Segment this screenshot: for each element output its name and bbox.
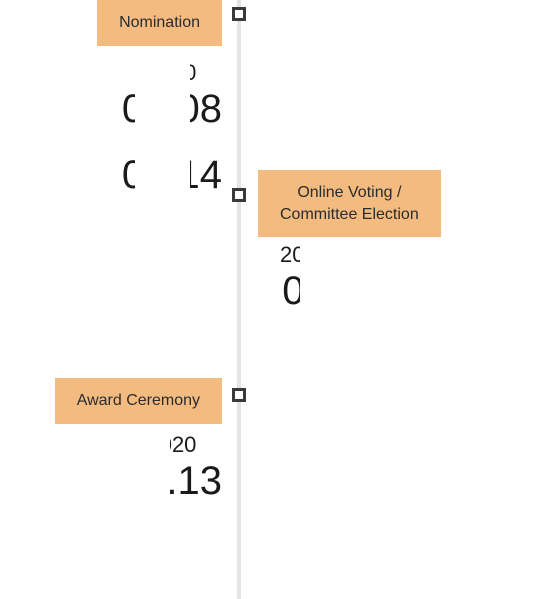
overlay-mask [135, 58, 190, 198]
stage-nomination: Nomination [97, 0, 222, 46]
overlay-mask [115, 430, 170, 520]
overlay-mask [300, 240, 335, 320]
timeline-marker [232, 388, 246, 402]
stage-label: Nomination [119, 14, 200, 31]
timeline-marker [232, 7, 246, 21]
stage-label-line2: Committee Election [280, 206, 419, 223]
stage-label-line1: Online Voting / [297, 184, 401, 201]
stage-ceremony: Award Ceremony [55, 378, 222, 424]
stage-label: Award Ceremony [77, 392, 200, 409]
stage-voting: Online Voting / Committee Election [258, 170, 441, 237]
timeline-axis [237, 0, 241, 599]
timeline-marker [232, 188, 246, 202]
